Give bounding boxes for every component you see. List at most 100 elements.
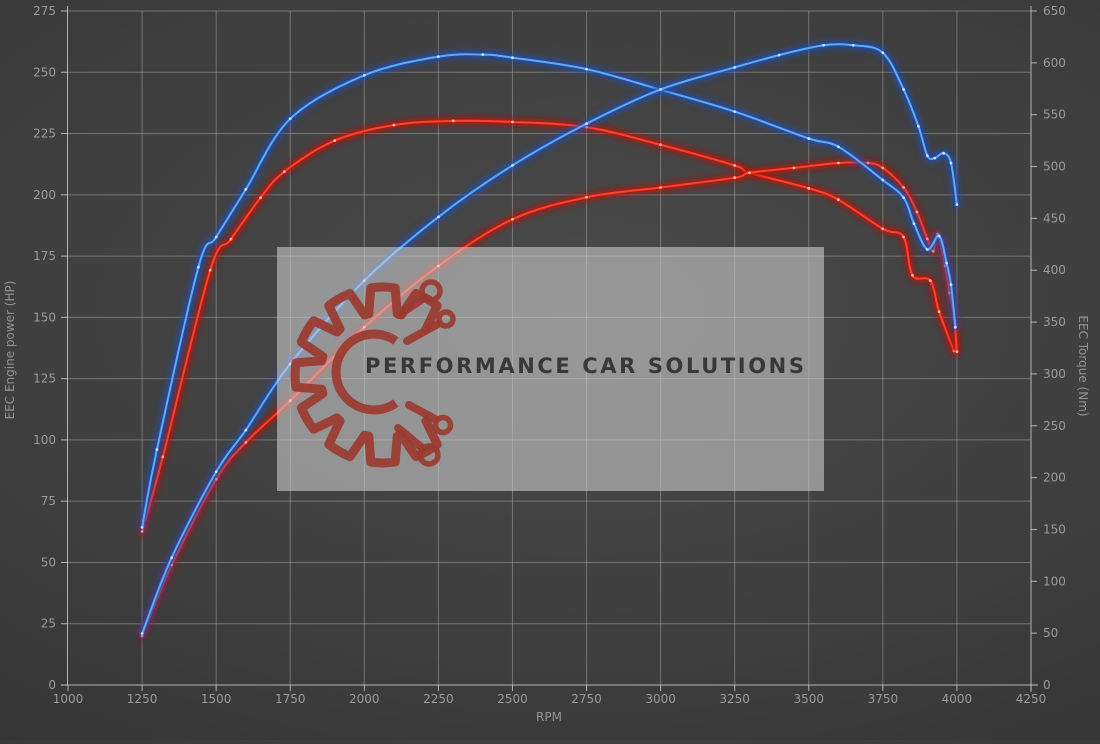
- circuit-trace: [395, 294, 428, 319]
- engine-torque-blue-data-point: [881, 178, 885, 182]
- engine-torque-red-curve: [138, 116, 958, 536]
- engine-torque-blue-data-point: [140, 526, 144, 529]
- engine-torque-red-data-point: [807, 186, 811, 190]
- curves: [138, 40, 961, 640]
- engine-torque-blue-data-point: [585, 67, 588, 71]
- engine-power-red-data-point: [902, 186, 905, 189]
- engine-power-red-data-point: [837, 161, 840, 165]
- engine-power-blue-data-point: [170, 556, 174, 559]
- engine-power-blue-data-point: [244, 428, 248, 432]
- engine-power-red-data-point: [244, 441, 248, 444]
- y-left-tick-label: 100: [33, 433, 56, 447]
- engine-power-blue-data-point: [777, 53, 781, 57]
- y-right-tick-label: 400: [1043, 263, 1066, 277]
- engine-power-blue-curve: [138, 40, 961, 638]
- engine-torque-red-data-point: [937, 310, 941, 314]
- engine-torque-red-data-point: [881, 227, 885, 231]
- y-left-tick-label: 250: [33, 65, 56, 79]
- gear-outline: [290, 282, 442, 468]
- engine-power-blue-data-point: [851, 43, 855, 47]
- engine-power-blue-data-point: [949, 161, 953, 165]
- circuit-node: [419, 279, 443, 303]
- engine-power-blue-data-point: [511, 164, 514, 167]
- y-right-tick-label: 600: [1043, 56, 1066, 70]
- x-tick-label: 2750: [571, 692, 602, 706]
- x-tick-label: 2250: [423, 692, 454, 706]
- engine-power-blue-data-point: [140, 632, 144, 635]
- y-right-tick-label: 50: [1043, 626, 1058, 640]
- engine-torque-red-data-point: [208, 268, 212, 272]
- engine-torque-red-data-point: [911, 274, 914, 277]
- engine-torque-blue-data-point: [155, 448, 159, 451]
- engine-torque-red-data-point: [928, 279, 932, 282]
- engine-torque-blue-data-point: [945, 261, 948, 265]
- engine-power-red-data-point: [585, 195, 588, 199]
- engine-torque-blue-data-point: [481, 53, 485, 56]
- y-left-tick-label: 200: [33, 188, 56, 202]
- x-tick-label: 2000: [349, 692, 380, 706]
- engine-power-red-data-point: [792, 166, 796, 170]
- engine-power-blue-data-point: [733, 66, 737, 69]
- circuit-trace: [403, 320, 442, 345]
- engine-torque-blue-data-point: [362, 73, 366, 77]
- engine-torque-blue-data-point: [288, 117, 292, 121]
- y-left-tick-label: 275: [33, 4, 56, 18]
- engine-torque-red-data-point: [259, 196, 262, 200]
- engine-torque-red-data-point: [837, 198, 840, 202]
- y-right-tick-label: 500: [1043, 160, 1066, 174]
- engine-power-blue-core: [141, 43, 958, 635]
- engine-torque-blue-data-point: [912, 222, 916, 226]
- engine-power-blue-data-point: [214, 470, 218, 474]
- x-tick-label: 3750: [868, 692, 899, 706]
- engine-torque-blue-data-point: [437, 55, 440, 58]
- engine-torque-blue-data-point: [197, 265, 200, 269]
- y-left-tick-label: 125: [33, 372, 56, 386]
- engine-torque-blue-curve: [138, 50, 960, 532]
- engine-torque-blue-data-point: [837, 145, 840, 149]
- engine-torque-red-data-point: [659, 143, 662, 147]
- y-right-tick-label: 550: [1043, 108, 1066, 122]
- y-left-tick-label: 0: [48, 678, 56, 692]
- engine-power-red-data-point: [511, 217, 514, 221]
- x-tick-label: 1500: [201, 692, 232, 706]
- y-left-tick-label: 175: [33, 249, 56, 263]
- engine-torque-red-data-point: [733, 164, 737, 167]
- engine-torque-red-data-point: [511, 120, 514, 124]
- engine-power-blue-data-point: [437, 215, 440, 219]
- y-right-tick-label: 200: [1043, 471, 1066, 485]
- engine-power-blue-data-point: [925, 154, 929, 158]
- gear-hub-ring: [331, 329, 399, 415]
- engine-torque-red-data-point: [282, 170, 286, 174]
- y-left-tick-label: 150: [33, 310, 56, 324]
- engine-torque-red-data-point: [333, 139, 337, 143]
- y-right-tick-label: 0: [1043, 678, 1051, 692]
- y-left-tick-label: 25: [41, 617, 56, 631]
- y-right-tick-label: 650: [1043, 4, 1066, 18]
- x-tick-label: 3500: [793, 692, 824, 706]
- engine-power-blue-data-point: [942, 151, 945, 155]
- engine-power-red-data-point: [955, 350, 959, 354]
- y-axis-label-right: EEC Torque (Nm): [1076, 315, 1090, 416]
- y-right-tick-label: 300: [1043, 367, 1066, 381]
- engine-torque-red-data-point: [451, 119, 455, 123]
- engine-torque-blue-data-point: [511, 56, 514, 60]
- x-axis-label: RPM: [536, 710, 562, 724]
- engine-power-red-data-point: [659, 186, 662, 189]
- circuit-node: [417, 443, 441, 467]
- axes: 0255075100125150175200225250275050100150…: [33, 4, 1066, 706]
- engine-torque-blue-data-point: [807, 137, 811, 140]
- y-right-tick-label: 250: [1043, 419, 1066, 433]
- engine-power-blue-data-point: [955, 203, 959, 207]
- engine-torque-blue-data-point: [902, 196, 905, 200]
- engine-power-blue-data-point: [902, 88, 905, 91]
- engine-power-red-data-point: [915, 210, 919, 214]
- y-right-tick-label: 350: [1043, 315, 1066, 329]
- engine-torque-blue-data-point: [925, 248, 929, 251]
- x-tick-label: 3000: [645, 692, 676, 706]
- watermark: PERFORMANCE CAR SOLUTIONS: [277, 247, 824, 491]
- circuit-trace: [394, 424, 425, 451]
- engine-power-red-data-point: [925, 237, 929, 241]
- engine-torque-blue-data-point: [214, 235, 218, 239]
